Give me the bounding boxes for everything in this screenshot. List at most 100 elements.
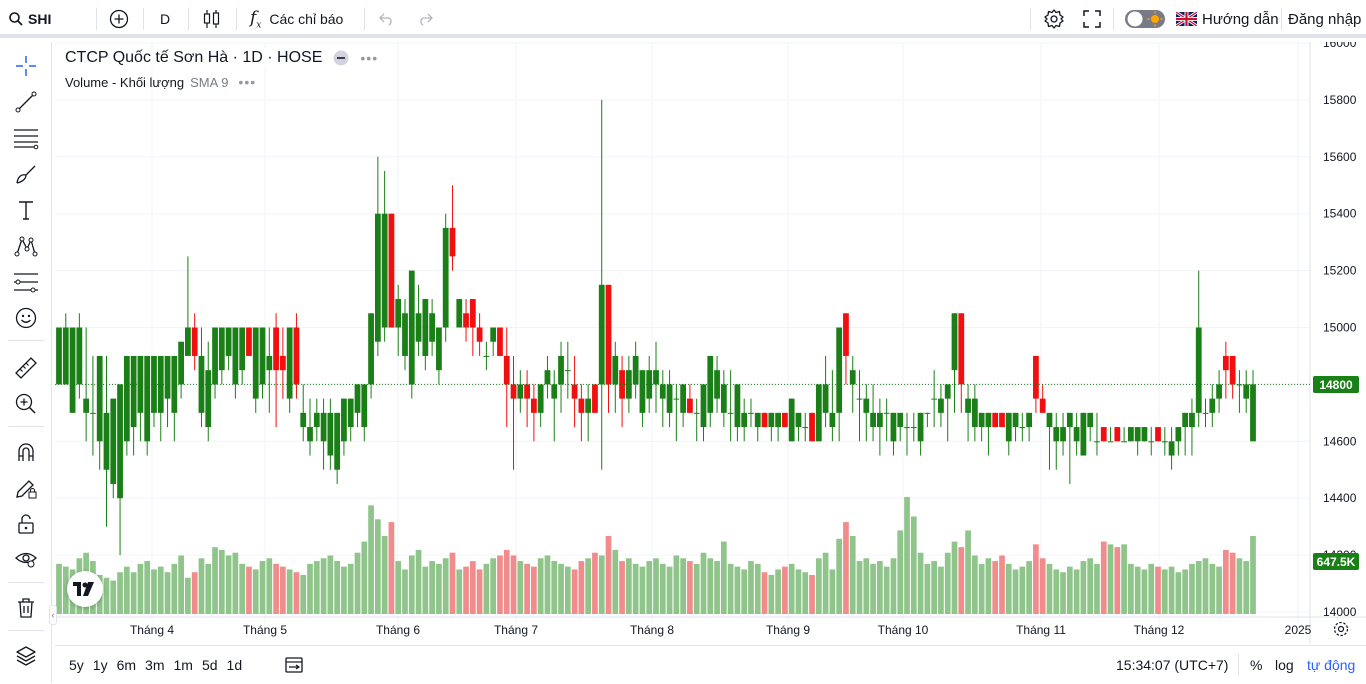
candle-body — [680, 384, 687, 413]
range-button-1y[interactable]: 1y — [92, 657, 108, 673]
range-button-5d[interactable]: 5d — [201, 657, 218, 673]
pattern-tool[interactable] — [12, 232, 40, 260]
range-button-6m[interactable]: 6m — [116, 657, 137, 673]
undo-button[interactable] — [378, 0, 396, 38]
candle-body — [863, 398, 870, 413]
candle-body — [178, 341, 184, 385]
candle-body — [910, 427, 917, 429]
candle-body — [1175, 427, 1182, 442]
chart-canvas[interactable]: 16000 15800 15600 15400 15200 15000 14800 14600… — [55, 42, 1366, 644]
measure-tool[interactable] — [12, 354, 40, 382]
trend-line-tool[interactable] — [12, 88, 40, 116]
series-more-icon[interactable]: ••• — [360, 50, 379, 66]
text-icon — [19, 201, 33, 220]
candle-body — [727, 412, 734, 414]
candle-body — [822, 384, 829, 413]
settings-button[interactable] — [1043, 0, 1065, 38]
date-range-button[interactable] — [284, 646, 304, 684]
candle-body — [870, 412, 876, 428]
price-tick-label: 15400 — [1323, 207, 1357, 221]
ruler-icon — [15, 357, 37, 379]
collapse-handle[interactable]: ‹ — [49, 605, 57, 625]
smile-icon — [15, 307, 37, 329]
minimize-pane-icon[interactable] — [332, 50, 350, 66]
volume-bar — [585, 558, 592, 614]
candle-body — [754, 412, 761, 428]
candle-body — [368, 313, 374, 385]
range-button-1d[interactable]: 1d — [226, 657, 243, 673]
volume-bar — [1012, 569, 1019, 614]
zoom-tool[interactable] — [12, 390, 40, 418]
guide-link[interactable]: Hướng dẫn — [1176, 0, 1279, 38]
candle-body — [103, 412, 110, 470]
volume-bar — [551, 561, 558, 614]
magnet-tool[interactable] — [12, 438, 40, 466]
volume-more-icon[interactable]: ••• — [238, 74, 257, 90]
redo-button[interactable] — [416, 0, 434, 38]
fib-tool[interactable] — [12, 124, 40, 152]
range-button-3m[interactable]: 3m — [145, 657, 165, 673]
auto-scale-toggle[interactable]: tự động — [1307, 657, 1356, 673]
object-tree-tool[interactable] — [12, 642, 40, 670]
candle-body — [341, 398, 347, 442]
candle-body — [1012, 412, 1019, 428]
prediction-tool[interactable] — [12, 268, 40, 296]
crosshair-tool[interactable] — [12, 52, 40, 80]
candle-body — [436, 327, 442, 371]
indicators-button[interactable]: fx Các chỉ báo — [250, 0, 343, 38]
candle-body — [476, 327, 483, 342]
text-tool[interactable] — [12, 196, 40, 224]
axis-settings-button[interactable] — [1332, 620, 1350, 643]
volume-bar — [632, 563, 639, 614]
log-toggle[interactable]: log — [1275, 657, 1294, 673]
candle-body — [585, 398, 592, 413]
candle-body — [483, 355, 490, 357]
candle-body — [1053, 427, 1060, 442]
brush-tool[interactable] — [12, 160, 40, 188]
emoji-tool[interactable] — [12, 304, 40, 332]
volume-bar — [856, 561, 863, 614]
range-button-5y[interactable]: 5y — [69, 657, 84, 673]
fullscreen-button[interactable] — [1082, 0, 1102, 38]
volume-bar — [62, 566, 69, 614]
layers-icon — [16, 646, 36, 666]
tradingview-logo[interactable] — [67, 571, 103, 607]
candle-body — [246, 327, 252, 356]
unlock-icon — [18, 514, 34, 534]
hide-drawings-tool[interactable] — [12, 544, 40, 572]
candle-body — [1229, 355, 1236, 385]
symbol-search[interactable]: SHI — [8, 0, 51, 38]
volume-bar — [1175, 572, 1182, 614]
candle-body — [666, 384, 673, 413]
chart-type-button[interactable] — [202, 0, 222, 38]
login-button[interactable]: Đăng nhập — [1288, 10, 1362, 28]
compare-button[interactable] — [108, 0, 130, 38]
chart-area[interactable]: 16000 15800 15600 15400 15200 15000 14800 14600… — [49, 42, 1366, 644]
range-button-1m[interactable]: 1m — [173, 657, 193, 673]
volume-bar — [246, 566, 252, 614]
lock-drawing-tool[interactable] — [12, 474, 40, 502]
lock-all-tool[interactable] — [12, 510, 40, 538]
candle-body — [212, 327, 218, 385]
interval-button[interactable]: D — [160, 11, 171, 27]
candle-body — [971, 398, 978, 428]
volume-bar — [130, 572, 137, 614]
candle-body — [422, 299, 429, 356]
volume-bar — [1209, 563, 1216, 614]
candle-body — [490, 327, 497, 342]
candle-body — [632, 355, 639, 385]
theme-toggle[interactable] — [1124, 0, 1166, 38]
volume-bar — [972, 555, 978, 614]
candle-body — [944, 384, 951, 399]
volume-bar — [225, 555, 232, 614]
clock[interactable]: 15:34:07 (UTC+7) — [1116, 657, 1229, 673]
time-tick-label: Tháng 10 — [878, 623, 929, 637]
volume-bar — [1243, 561, 1250, 614]
time-tick-label: Tháng 6 — [376, 623, 420, 637]
percent-toggle[interactable]: % — [1250, 657, 1263, 673]
candle-body — [449, 227, 456, 257]
candle-body — [856, 398, 863, 400]
candle-body — [938, 398, 944, 413]
candle-body — [510, 384, 517, 399]
remove-drawings-tool[interactable] — [12, 594, 40, 622]
